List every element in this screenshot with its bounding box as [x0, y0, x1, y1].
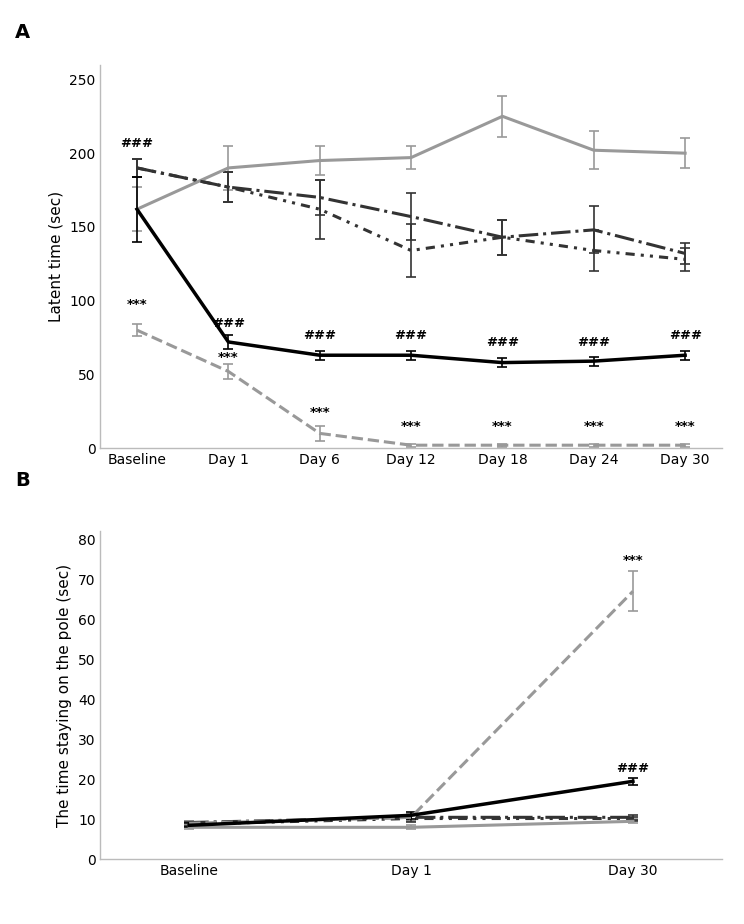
- Text: ###: ###: [617, 762, 650, 775]
- Text: B: B: [15, 471, 30, 491]
- Text: ###: ###: [669, 329, 702, 342]
- Text: ***: ***: [492, 420, 513, 433]
- Text: ###: ###: [212, 317, 245, 330]
- Text: ***: ***: [218, 351, 239, 364]
- Text: ***: ***: [583, 420, 604, 433]
- Text: ###: ###: [577, 336, 610, 349]
- Text: ***: ***: [623, 554, 644, 567]
- Text: ***: ***: [126, 298, 147, 311]
- Text: ###: ###: [486, 336, 519, 349]
- Text: ***: ***: [675, 420, 696, 433]
- Text: ###: ###: [121, 138, 153, 151]
- Text: ###: ###: [394, 329, 428, 342]
- Y-axis label: The time staying on the pole (sec): The time staying on the pole (sec): [57, 564, 72, 827]
- Text: ***: ***: [310, 406, 330, 419]
- Text: ***: ***: [401, 420, 421, 433]
- Y-axis label: Latent time (sec): Latent time (sec): [48, 191, 64, 322]
- Text: A: A: [15, 23, 30, 43]
- Text: ###: ###: [304, 329, 336, 342]
